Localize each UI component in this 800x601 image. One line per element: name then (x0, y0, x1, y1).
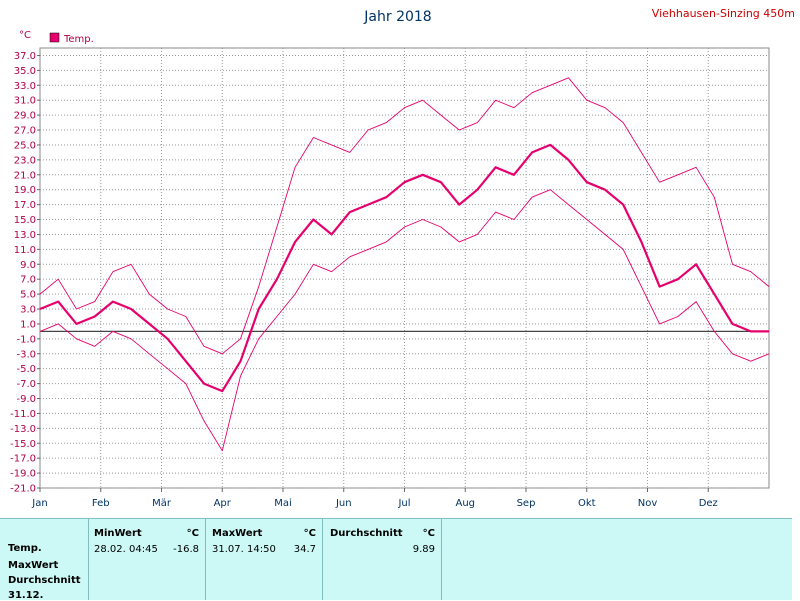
x-tick-label: Aug (455, 498, 475, 509)
min-unit: °C (186, 528, 199, 539)
stats-row-label: MaxWert (8, 560, 59, 571)
y-tick-label: 29.0 (14, 111, 36, 122)
max-time: 31.07. 14:50 (212, 544, 276, 555)
temperature-chart: Jahr 2018 Viehhausen-Sinzing 450m °C Tem… (10, 7, 795, 509)
legend-swatch (49, 32, 60, 43)
x-tick-label: Mai (274, 498, 292, 509)
x-tick-label: Mär (152, 498, 172, 509)
y-tick-label: 25.0 (14, 140, 36, 151)
min-time: 28.02. 04:45 (94, 544, 158, 555)
x-tick-label: Feb (92, 498, 110, 509)
x-tick-label: Jun (335, 498, 352, 509)
stats-average-column: Durchschnitt °C 9.89 (323, 519, 442, 600)
series-line-max (39, 77, 770, 355)
y-tick-label: -13.0 (10, 424, 36, 435)
y-axis-ticks: 37.0 35.0 33.0 31.0 29.0 27.0 25.0 23.0 21.0 19.0… (10, 51, 40, 495)
y-tick-label: -11.0 (10, 409, 36, 420)
y-tick-label: 5.0 (20, 290, 36, 301)
x-tick-label: Dez (699, 498, 718, 509)
y-tick-label: 27.0 (14, 126, 36, 137)
y-tick-label: 19.0 (14, 185, 36, 196)
legend-label: Temp. (63, 34, 94, 45)
grid (40, 48, 769, 489)
x-tick-label: Jan (31, 498, 47, 509)
y-tick-label: 1.0 (20, 319, 36, 330)
y-tick-label: -9.0 (16, 394, 36, 405)
average-header: Durchschnitt (330, 528, 403, 539)
stats-label-column: Temp. MaxWert Durchschnitt 31.12. (0, 519, 89, 601)
max-unit: °C (303, 528, 316, 539)
y-tick-label: 33.0 (14, 81, 36, 92)
statistics-panel: Temp. MaxWert Durchschnitt 31.12. MinWer… (0, 518, 792, 601)
y-tick-label: 35.0 (14, 66, 36, 77)
y-tick-label: 37.0 (14, 51, 36, 62)
y-tick-label: 17.0 (14, 200, 36, 211)
y-tick-label: -19.0 (10, 469, 36, 480)
x-tick-label: Jul (397, 498, 410, 509)
y-tick-label: -15.0 (10, 439, 36, 450)
average-unit: °C (422, 528, 435, 539)
y-tick-label: 31.0 (14, 96, 36, 107)
y-tick-label: 15.0 (14, 215, 36, 226)
y-tick-label: 23.0 (14, 155, 36, 166)
stats-row-label: Temp. (8, 543, 42, 554)
min-value: -16.8 (173, 544, 199, 555)
series-line-min (39, 189, 770, 452)
average-value: 9.89 (412, 544, 435, 555)
x-tick-label: Apr (214, 498, 232, 509)
y-tick-label: -5.0 (16, 364, 36, 375)
y-tick-label: 9.0 (20, 260, 36, 271)
y-tick-label: -17.0 (10, 454, 36, 465)
series-line-mean (39, 143, 769, 393)
series (39, 77, 770, 452)
chart-title: Jahr 2018 (363, 9, 431, 25)
stats-min-column: MinWert °C 28.02. 04:45 -16.8 (89, 519, 206, 600)
min-header: MinWert (94, 528, 142, 539)
y-tick-label: -21.0 (10, 484, 36, 495)
x-tick-label: Sep (517, 498, 536, 509)
y-tick-label: 11.0 (14, 245, 36, 256)
y-tick-label: 13.0 (14, 230, 36, 241)
x-axis-ticks: Jan Feb Mär Apr Mai Jun Jul Aug Sep Okt Nov Dez (31, 488, 718, 509)
max-value: 34.7 (293, 544, 316, 555)
x-tick-label: Nov (638, 498, 658, 509)
y-tick-label: -7.0 (16, 379, 36, 390)
station-name: Viehhausen-Sinzing 450m (652, 7, 795, 20)
stats-max-column: MaxWert °C 31.07. 14:50 34.7 (206, 519, 323, 600)
max-header: MaxWert (212, 528, 263, 539)
y-tick-label: 7.0 (20, 275, 36, 286)
y-tick-label: 21.0 (14, 170, 36, 181)
y-tick-label: -3.0 (16, 349, 36, 360)
y-tick-label: 3.0 (20, 305, 36, 316)
stats-row-label: 31.12. (8, 590, 44, 601)
stats-row-label: Durchschnitt (8, 575, 81, 586)
y-tick-label: -1.0 (16, 334, 36, 345)
x-tick-label: Okt (578, 498, 596, 509)
y-axis-unit: °C (19, 30, 31, 41)
